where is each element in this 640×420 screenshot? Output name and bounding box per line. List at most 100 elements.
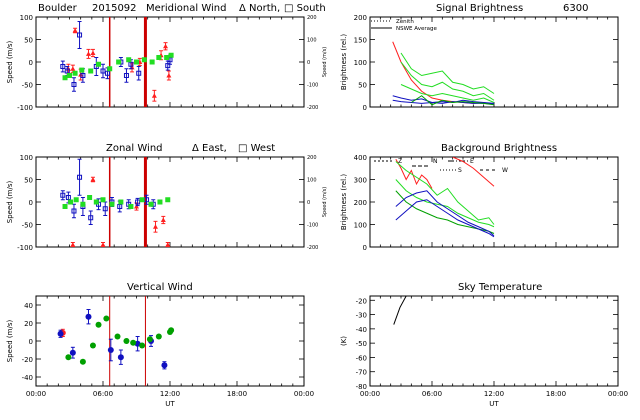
signal-panel: Signal Brightness 6300 Zenith NSWE Avera… xyxy=(371,3,588,32)
zonal-right-y-axis-label: Speed (m/s) xyxy=(322,187,328,217)
vertical-x-tick-label: 06:00 xyxy=(93,390,113,398)
vertical-point xyxy=(155,333,162,340)
meridional-legend-north: Δ North, xyxy=(239,3,280,14)
meridional-point xyxy=(149,59,155,65)
vertical-x-tick-label: 18:00 xyxy=(227,390,247,398)
zonal-right-y-tick-label: 200 xyxy=(307,155,317,161)
zonal-point xyxy=(160,217,166,222)
background-legend-n: N xyxy=(433,158,438,165)
meridional-y-axis-label: Speed (m/s) xyxy=(6,41,14,84)
background-title: Background Brightness xyxy=(441,143,557,154)
zonal-point xyxy=(134,204,139,209)
vertical-y-tick-label: -40 xyxy=(22,374,33,382)
vertical-plot: 00:00 06:00 12:00 18:00 00:00 UT -40 -20 0 20 40 Sp… xyxy=(6,295,314,408)
zonal-point xyxy=(165,197,171,203)
zonal-right-y-tick-label: -200 xyxy=(307,245,318,251)
meridional-point xyxy=(77,32,83,38)
sky-y-tick-label: -40 xyxy=(356,326,367,334)
vertical-point xyxy=(79,358,86,365)
zonal-point xyxy=(70,242,76,247)
site-label: Boulder xyxy=(38,3,78,14)
zonal-point xyxy=(157,199,163,205)
meridional-point xyxy=(123,73,129,78)
background-series-line xyxy=(452,157,495,187)
vertical-point xyxy=(167,329,173,335)
sky-x-axis-label: UT xyxy=(489,400,499,408)
zonal-point xyxy=(102,206,108,212)
vertical-point xyxy=(117,354,124,361)
meridional-point xyxy=(107,66,113,72)
signal-legend-zenith: Zenith xyxy=(396,19,414,25)
vertical-panel: Vertical Wind xyxy=(127,282,193,293)
zonal-point xyxy=(73,197,79,203)
meridional-point xyxy=(67,73,72,78)
zonal-title: Zonal Wind xyxy=(106,143,163,154)
zonal-point xyxy=(93,199,99,205)
signal-series-line xyxy=(400,61,495,101)
vertical-x-tick-label: 00:00 xyxy=(294,390,314,398)
zonal-point xyxy=(90,177,96,182)
zonal-point xyxy=(148,201,154,207)
sky-x-tick-label: 12:00 xyxy=(484,390,504,398)
meridional-point xyxy=(62,75,68,81)
sky-y-tick-label: -20 xyxy=(356,297,367,305)
sky-data-layer xyxy=(393,296,407,325)
meridional-legend-south: □ South xyxy=(284,3,326,14)
background-series-line xyxy=(395,190,495,237)
vertical-y-tick-label: 20 xyxy=(24,320,33,328)
zonal-point xyxy=(100,197,106,203)
meridional-point xyxy=(88,68,94,74)
background-legend-e: E xyxy=(470,158,474,165)
signal-series-line xyxy=(400,52,495,94)
zonal-point xyxy=(118,199,124,205)
zonal-point xyxy=(165,242,171,247)
vertical-point xyxy=(161,362,168,369)
background-y-axis-label: Brightness (rel.) xyxy=(340,174,348,230)
meridional-point xyxy=(72,28,78,33)
meridional-point xyxy=(166,73,172,78)
meridional-point xyxy=(126,57,132,63)
sky-plot: 00:00 06:00 12:00 18:00 00:00 UT -80 -70 -60 -50 -… xyxy=(340,295,628,408)
meridional-point xyxy=(79,67,85,73)
vertical-point xyxy=(57,330,64,337)
meridional-right-y-tick-label: 100 xyxy=(307,38,317,44)
meridional-right-y-tick-label: 200 xyxy=(307,15,317,21)
background-panel: Background Brightness Z N E S W xyxy=(374,143,557,174)
zonal-point xyxy=(77,174,83,180)
zonal-panel: Zonal Wind Δ East, □ West xyxy=(106,143,275,154)
vertical-y-tick-label: 0 xyxy=(29,338,33,346)
meridional-title: Meridional Wind xyxy=(146,3,226,14)
background-legend-w: W xyxy=(502,167,508,174)
meridional-y-tick-label: 100 xyxy=(20,14,33,22)
meridional-point xyxy=(168,52,174,58)
signal-data-layer xyxy=(392,41,495,106)
background-y-tick-label: 400 xyxy=(354,154,367,162)
zonal-point xyxy=(109,201,115,207)
sky-y-tick-label: -50 xyxy=(356,340,367,348)
meridional-y-tick-label: -50 xyxy=(22,82,33,90)
sky-panel: Sky Temperature xyxy=(458,282,542,293)
vertical-data-layer xyxy=(57,296,175,386)
background-series-line xyxy=(395,199,495,238)
zonal-y-tick-label: 100 xyxy=(20,154,33,162)
sky-x-tick-label: 00:00 xyxy=(608,390,628,398)
signal-series-line xyxy=(392,99,495,105)
meridional-point xyxy=(90,50,96,55)
signal-plot: 0 50 100 150 200 Brightness (rel.) xyxy=(340,14,619,112)
meridional-point xyxy=(151,93,157,98)
zonal-legend-east: Δ East, xyxy=(192,143,227,154)
meridional-point xyxy=(71,82,77,87)
signal-series-line xyxy=(392,41,495,106)
meridional-right-y-tick-label: -100 xyxy=(307,83,318,89)
signal-wavelength: 6300 xyxy=(563,3,588,14)
vertical-point xyxy=(107,347,114,353)
zonal-right-y-tick-label: 100 xyxy=(307,178,317,184)
zonal-point xyxy=(139,197,145,203)
vertical-y-tick-label: 40 xyxy=(24,302,33,310)
meridional-point xyxy=(136,70,142,76)
background-y-tick-label: 0 xyxy=(363,244,367,252)
background-data-layer xyxy=(395,157,495,238)
meridional-y-tick-label: -100 xyxy=(17,104,33,112)
zonal-y-tick-label: 0 xyxy=(29,199,33,207)
